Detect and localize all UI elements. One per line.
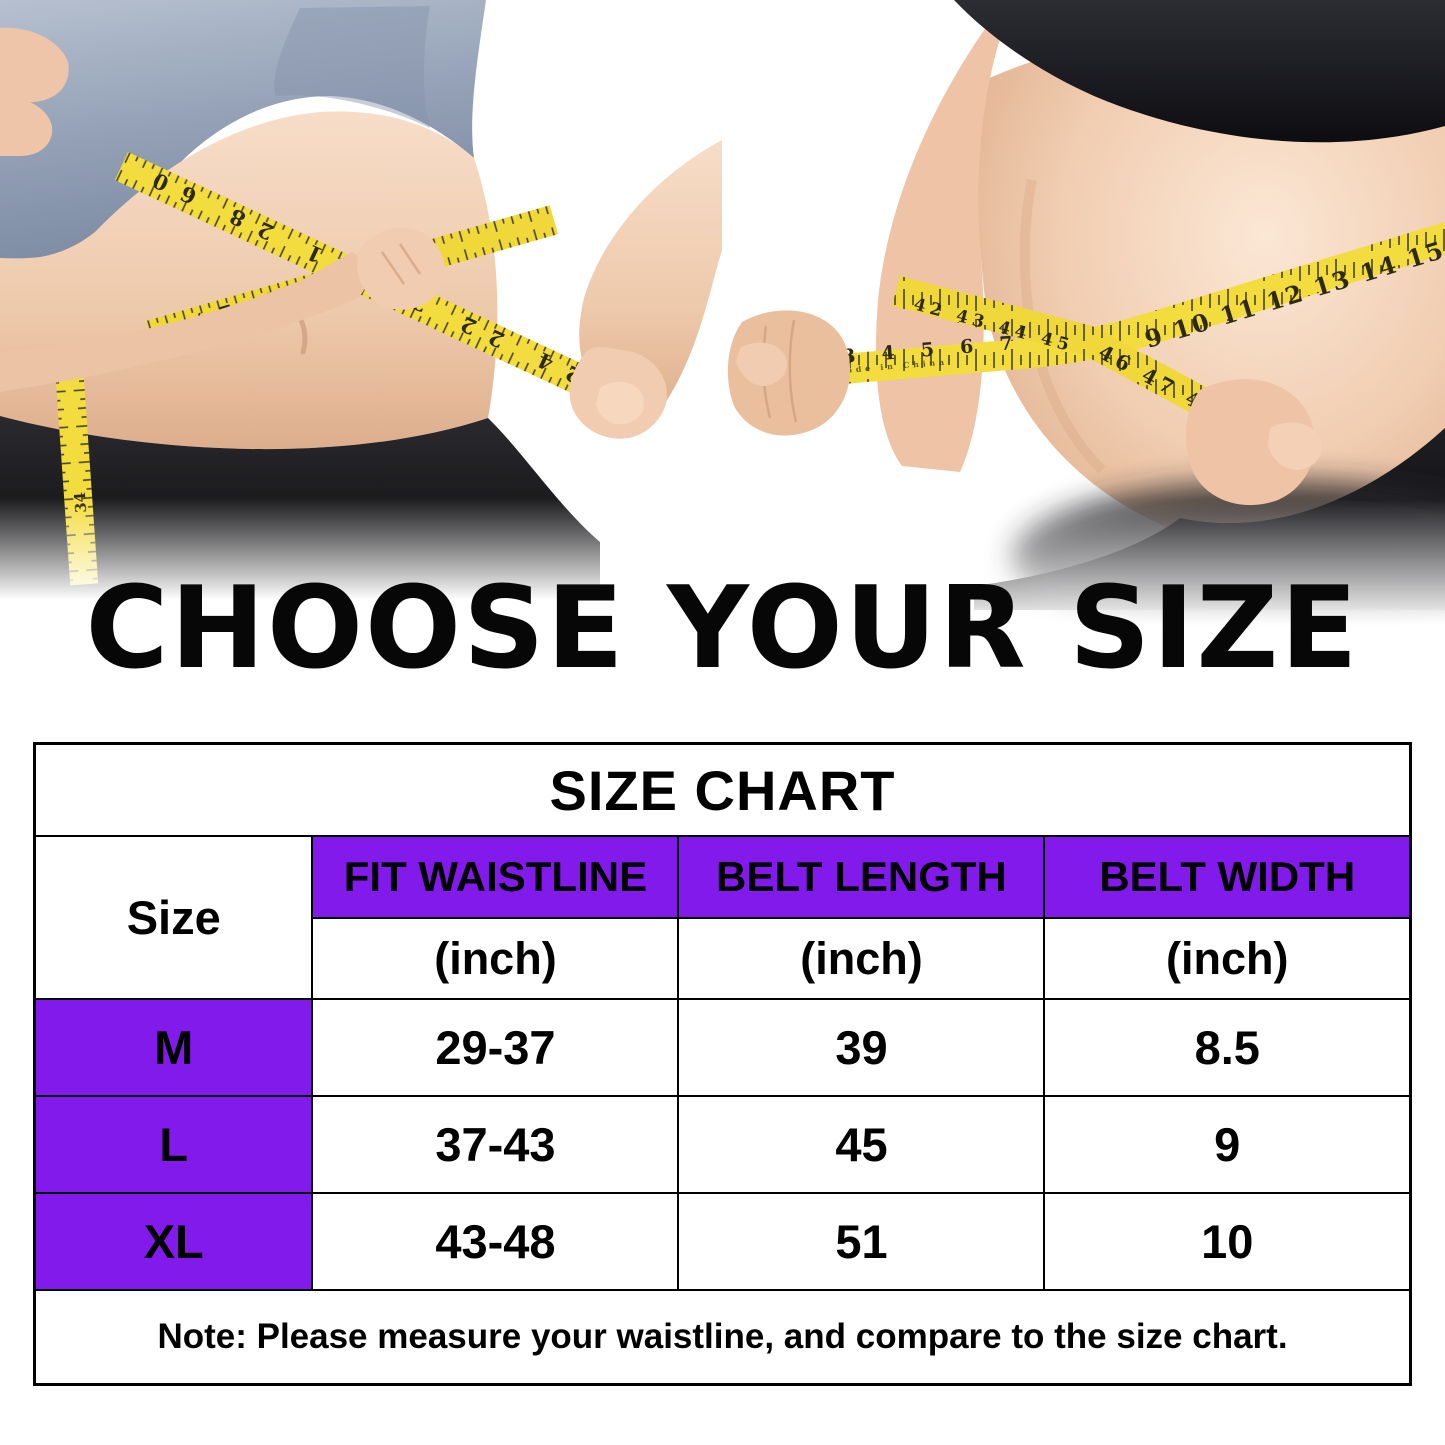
left-hand bbox=[357, 227, 445, 310]
right-fist bbox=[1185, 379, 1315, 506]
size-chart-section: SIZE CHART Size FIT WAISTLINE BELT LENGT… bbox=[33, 742, 1412, 1386]
col-header-fit-waistline: FIT WAISTLINE bbox=[311, 835, 680, 919]
col-header-belt-width: BELT WIDTH bbox=[1043, 835, 1412, 919]
shirt bbox=[0, 0, 486, 259]
tape-band-around-ticks bbox=[734, 222, 1445, 393]
col-header-size: Size bbox=[33, 835, 314, 1000]
unit-label-belt-length: (inch) bbox=[677, 917, 1046, 1000]
size-row-m: M 29-37 39 8.5 bbox=[33, 998, 1412, 1097]
hero-photos: 34 25 26 27 24 22 26 21 28 60 bbox=[0, 0, 1445, 648]
note-row: Note: Please measure your waistline, and… bbox=[33, 1289, 1412, 1386]
top-left-fingers bbox=[0, 27, 69, 156]
col-header-belt-length: BELT LENGTH bbox=[677, 835, 1046, 919]
size-row-xl: XL 43-48 51 10 bbox=[33, 1192, 1412, 1291]
belt-length-l: 45 bbox=[677, 1095, 1046, 1194]
belly-skin bbox=[968, 25, 1445, 550]
belt-width-xl: 10 bbox=[1043, 1192, 1412, 1291]
size-label-l: L bbox=[33, 1095, 314, 1194]
belt-width-m: 8.5 bbox=[1043, 998, 1412, 1097]
belt-width-l: 9 bbox=[1043, 1095, 1412, 1194]
fit-waistline-l: 37-43 bbox=[311, 1095, 680, 1194]
belt-length-m: 39 bbox=[677, 998, 1046, 1097]
belt-length-xl: 51 bbox=[677, 1192, 1046, 1291]
photo-slim-waist-measurement: 34 25 26 27 24 22 26 21 28 60 bbox=[0, 0, 722, 600]
unit-label-belt-width: (inch) bbox=[1043, 917, 1412, 1000]
shirt-fold-shadow bbox=[274, 6, 430, 128]
fit-waistline-xl: 43-48 bbox=[311, 1192, 680, 1291]
left-thumb bbox=[736, 342, 787, 386]
navel-shadow bbox=[297, 315, 308, 355]
right-hand-thumb bbox=[596, 381, 644, 425]
right-thumb bbox=[1268, 422, 1322, 470]
column-header-row: Size FIT WAISTLINE BELT LENGTH BELT WIDT… bbox=[33, 835, 1412, 1000]
size-chart-title: SIZE CHART bbox=[33, 742, 1412, 837]
size-row-l: L 37-43 45 9 bbox=[33, 1095, 1412, 1194]
photo-belly-measurement: 1 2 3 4 5 6 7 Made in China 9 10 11 12 1… bbox=[722, 0, 1445, 648]
size-chart-table: SIZE CHART Size FIT WAISTLINE BELT LENGT… bbox=[33, 742, 1412, 1386]
size-label-m: M bbox=[33, 998, 314, 1097]
left-forearm bbox=[0, 252, 368, 392]
left-hand-finger-lines bbox=[380, 243, 422, 285]
unit-label-fit-waistline: (inch) bbox=[311, 917, 680, 1000]
unit-row: (inch) (inch) (inch) bbox=[35, 917, 1412, 1000]
size-chart-title-row: SIZE CHART bbox=[33, 742, 1412, 837]
size-label-xl: XL bbox=[33, 1192, 314, 1291]
right-photo-bottom-fade bbox=[722, 500, 1445, 648]
sports-top bbox=[954, 0, 1445, 143]
fit-waistline-m: 29-37 bbox=[311, 998, 680, 1097]
measure-note: Note: Please measure your waistline, and… bbox=[33, 1289, 1412, 1386]
left-photo-bottom-fade bbox=[0, 498, 722, 600]
